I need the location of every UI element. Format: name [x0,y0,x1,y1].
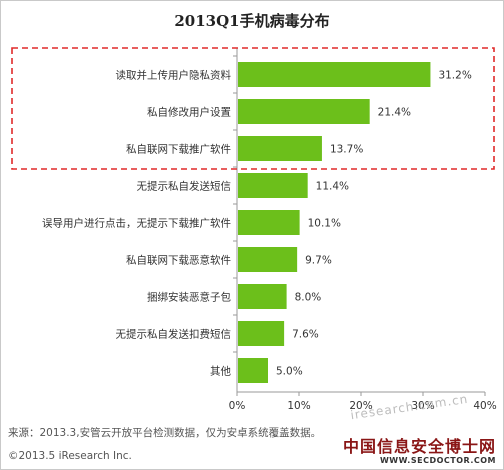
brand-logo: 中国信息安全博士网 WWW.SECDOCTOR.COM [343,439,496,465]
value-label-5: 10.1% [308,218,341,230]
value-label-9: 5.0% [276,366,303,378]
bar-3 [238,136,322,161]
category-label-5: 误导用户进行点击，无提示下载推广软件 [42,217,231,230]
bar-2 [238,99,370,124]
highlight-box [11,47,495,170]
bar-1 [238,62,431,87]
category-label-6: 私自联网下载恶意软件 [126,254,231,267]
brand-name: 中国信息安全博士网 [342,437,496,456]
bar-9 [238,358,268,383]
x-tick-label-2: 10% [287,400,310,412]
category-label-9: 其他 [210,365,231,378]
value-label-4: 11.4% [316,181,349,193]
brand-url: WWW.SECDOCTOR.COM [379,456,496,465]
bar-6 [238,247,298,272]
value-label-1: 31.2% [438,70,471,82]
category-label-2: 私自修改用户设置 [147,106,231,119]
value-label-7: 8.0% [295,292,322,304]
category-label-8: 无提示私自发送扣费短信 [116,328,232,341]
copyright-note: ©2013.5 iResearch Inc. [8,450,132,462]
bar-7 [238,284,287,309]
chart-title: 2013Q1手机病毒分布 [174,12,330,30]
x-tick-label-1: 0% [229,400,246,412]
bar-5 [238,210,300,235]
value-label-3: 13.7% [330,144,363,156]
x-tick-label-5: 40% [473,400,496,412]
x-tick-label-3: 20% [349,400,372,412]
value-label-6: 9.7% [305,255,332,267]
bar-4 [238,173,308,198]
category-label-7: 捆绑安装恶意子包 [147,291,231,304]
bar-8 [238,321,285,346]
category-label-4: 无提示私自发送短信 [137,180,232,193]
bar-chart: 读取并上传用户隐私资料 31.2% 私自修改用户设置 21.4% 私自联网下载推广软件 1… [11,47,497,412]
category-label-1: 读取并上传用户隐私资料 [116,69,232,82]
value-label-2: 21.4% [378,107,411,119]
category-label-3: 私自联网下载推广软件 [126,143,231,156]
value-label-8: 7.6% [292,329,319,341]
x-tick-label-4: 30% [411,400,434,412]
source-note: 来源：2013.3,安管云开放平台检测数据，仅为安卓系统覆盖数据。 [8,427,322,439]
